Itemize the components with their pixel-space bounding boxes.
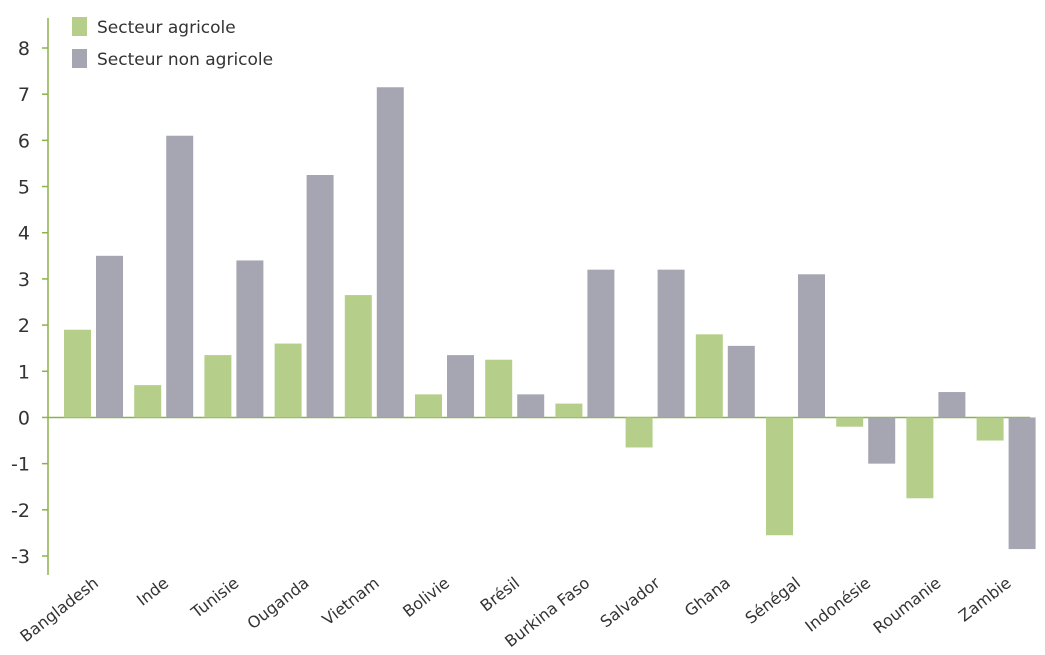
legend-swatch-agricole [72, 17, 87, 36]
bar-agricole-6 [415, 394, 442, 418]
y-tick-label: 1 [18, 361, 30, 383]
y-tick-label: 3 [18, 269, 30, 291]
bar-non-agricole-6 [447, 355, 474, 418]
bar-agricole-4 [274, 343, 302, 418]
category-label: Ghana [681, 573, 734, 620]
bar-non-agricole-4 [306, 175, 334, 418]
legend-swatch-non-agricole [72, 49, 87, 68]
legend: Secteur agricole Secteur non agricole [72, 17, 273, 70]
category-label: Salvador [597, 573, 664, 631]
y-tick-label: 4 [18, 223, 30, 245]
bar-non-agricole-12 [868, 417, 896, 464]
bar-non-agricole-2 [166, 135, 194, 418]
y-tick-label: -3 [11, 546, 30, 568]
y-tick-label: 6 [18, 130, 30, 152]
bar-non-agricole-14 [1008, 417, 1036, 550]
bar-agricole-14 [976, 417, 1004, 441]
bar-agricole-5 [344, 295, 372, 418]
bars [64, 87, 1036, 550]
category-label: Roumanie [870, 573, 945, 637]
bar-non-agricole-7 [517, 394, 545, 418]
bar-non-agricole-3 [236, 260, 264, 418]
y-tick-label: -2 [11, 500, 30, 522]
bar-non-agricole-10 [727, 345, 755, 418]
y-tick-label: -1 [11, 454, 30, 476]
y-tick-label: 2 [18, 315, 30, 337]
bar-non-agricole-9 [657, 269, 685, 418]
category-label: Inde [133, 573, 172, 609]
y-tick-label: 7 [18, 84, 30, 106]
bar-agricole-7 [485, 359, 513, 418]
labels: Bangladesh Inde Tunisie Ouganda Vietnam Boliv… [16, 573, 1014, 651]
bar-agricole-1 [64, 329, 91, 418]
category-label: Indonésie [801, 573, 874, 636]
y-tick-label: 0 [18, 407, 30, 429]
legend-label-agricole: Secteur agricole [97, 18, 236, 38]
bar-non-agricole-1 [96, 255, 123, 418]
bar-agricole-8 [555, 403, 583, 418]
category-label: Sénégal [742, 573, 804, 628]
bar-agricole-3 [204, 355, 232, 418]
axes: 8 7 6 5 4 3 2 1 0 -1 -2 -3 [11, 18, 1030, 575]
bar-non-agricole-8 [587, 269, 615, 418]
y-tick-label: 8 [18, 38, 30, 60]
bar-agricole-9 [625, 417, 653, 448]
bar-agricole-2 [134, 385, 162, 418]
category-label: Ouganda [244, 573, 313, 633]
bar-non-agricole-11 [798, 274, 825, 418]
bar-agricole-10 [695, 334, 723, 418]
legend-label-non-agricole: Secteur non agricole [97, 50, 273, 70]
category-label: Vietnam [319, 573, 383, 629]
bar-non-agricole-13 [938, 392, 966, 418]
category-label: Brésil [477, 573, 524, 615]
category-label: Bangladesh [16, 573, 102, 646]
category-label: Tunisie [187, 573, 243, 622]
bar-agricole-12 [836, 417, 864, 427]
category-label: Bolivie [399, 573, 453, 621]
bar-agricole-11 [766, 417, 793, 536]
category-label: Zambie [955, 573, 1015, 625]
bar-agricole-13 [906, 417, 934, 499]
y-tick-label: 5 [18, 177, 30, 199]
bar-non-agricole-5 [376, 87, 404, 418]
